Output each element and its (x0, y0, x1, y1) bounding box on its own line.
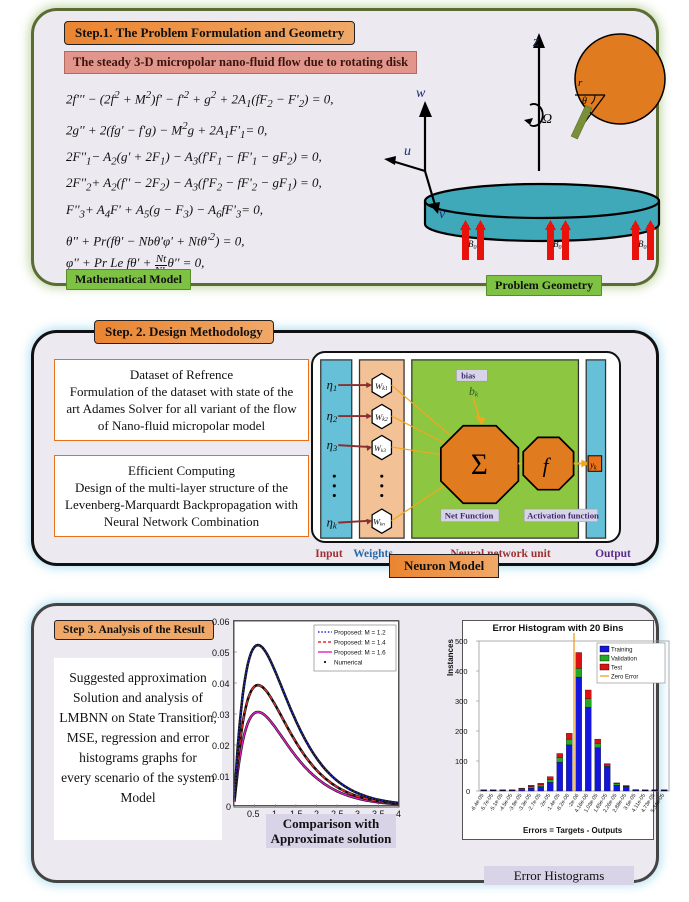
svg-text:Training: Training (611, 648, 632, 654)
svg-text:Proposed: M = 1.6: Proposed: M = 1.6 (334, 650, 386, 657)
svg-text:B0: B0 (468, 239, 477, 251)
svg-text:θ: θ (582, 96, 587, 107)
svg-text:Validation: Validation (611, 657, 637, 663)
svg-text:u: u (404, 144, 411, 159)
svg-text:w: w (416, 86, 426, 101)
svg-text:r: r (578, 77, 583, 89)
svg-text:B0: B0 (638, 239, 647, 251)
svg-text:Proposed: M = 1.4: Proposed: M = 1.4 (334, 640, 386, 647)
svg-text:B0: B0 (553, 239, 562, 251)
svg-text:v: v (439, 207, 446, 222)
svg-text:Zero Error: Zero Error (611, 675, 638, 681)
svg-text:Activation function: Activation function (527, 510, 599, 520)
svg-text:Σ: Σ (471, 449, 488, 481)
svg-text:Test: Test (611, 666, 622, 672)
svg-text:Numerical: Numerical (334, 660, 362, 667)
svg-text:z: z (532, 34, 539, 50)
svg-text:Net Function: Net Function (445, 510, 494, 520)
svg-text:bias: bias (461, 371, 475, 380)
svg-text:Proposed: M = 1.2: Proposed: M = 1.2 (334, 630, 386, 637)
svg-text:Ω: Ω (542, 112, 552, 127)
